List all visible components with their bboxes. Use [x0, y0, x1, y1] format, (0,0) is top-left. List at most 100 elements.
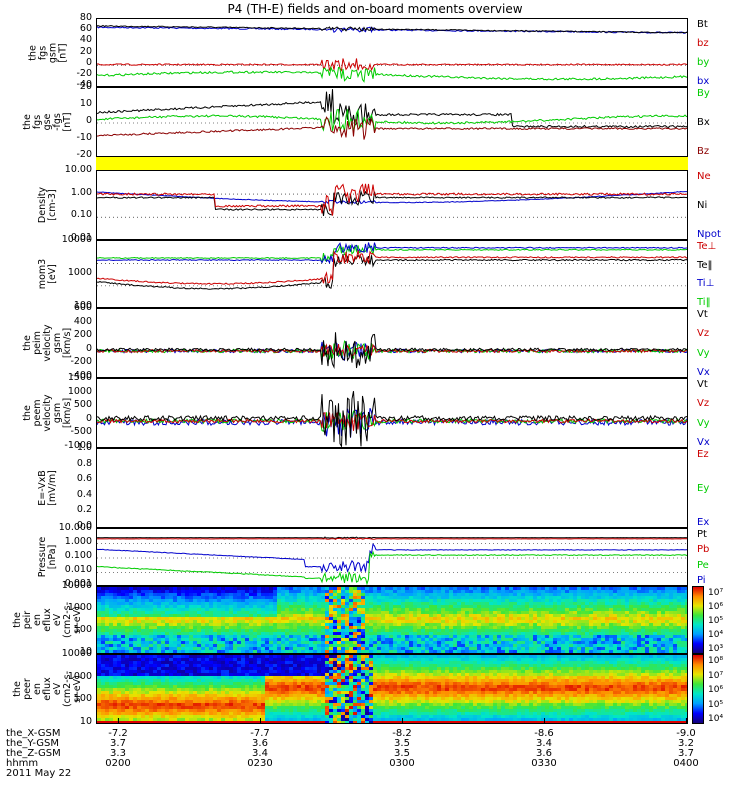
y-tick-label: 0 — [85, 115, 92, 126]
y-tick-label: 1.000 — [64, 536, 92, 547]
bx-line — [97, 89, 687, 129]
y-axis-label-ion_spec: the peir en eflux eV (cm2-s-sr-eV) — [12, 586, 83, 654]
colorbar-tick-label: 10⁷ — [708, 670, 724, 681]
y-tick-label: 1000 — [67, 670, 92, 682]
ephemeris-value-x: -9.0 — [676, 728, 696, 739]
panel-ion_spec — [96, 586, 688, 654]
colorbar-tick-label: 10⁸ — [708, 656, 724, 666]
ephemeris-value-t: 0230 — [247, 758, 273, 769]
te-par-line — [97, 253, 687, 290]
bx-line — [97, 26, 687, 34]
y-tick-label: 80 — [79, 12, 92, 23]
colorbar-tick-label: 10⁶ — [708, 602, 724, 612]
y-tick-label: 10.000 — [58, 522, 92, 533]
pi-line — [97, 543, 687, 574]
y-tick-label: 0 — [85, 412, 92, 424]
legend-peim_velocity-1: Vz — [697, 328, 710, 340]
vt-line — [97, 391, 687, 447]
y-tick-label: 10000 — [61, 234, 92, 245]
legend-fgs_gse-0: By — [697, 88, 710, 99]
ephemeris-row-label: the_X-GSM — [6, 728, 61, 739]
y-tick-label: -500 — [70, 426, 92, 438]
y-tick-label: 0.2 — [76, 504, 92, 516]
y-tick-label: 100 — [73, 624, 92, 635]
y-tick-label: 10000 — [61, 580, 92, 591]
legend-fgs_gsm-0: Bt — [697, 19, 708, 30]
y-tick-label: 0 — [85, 342, 92, 354]
ni-line — [97, 189, 687, 216]
y-tick-label: 0.10 — [70, 209, 92, 221]
y-tick-label: 10 — [79, 716, 92, 727]
ephemeris-value-x: -7.7 — [250, 728, 270, 739]
pt-line — [97, 536, 687, 539]
legend-peim_velocity-2: Vy — [697, 347, 710, 359]
legend-temperature-2: Ti⊥ — [697, 278, 715, 290]
panel-yellow_bar — [96, 157, 688, 170]
y-tick-label: 60 — [79, 23, 92, 35]
ephemeris-value-x: -8.2 — [392, 728, 412, 739]
colorbar-tick-label: 10⁷ — [708, 588, 724, 598]
panel-density — [96, 170, 688, 240]
vy-line — [97, 410, 687, 432]
ephemeris-value-z: 3.3 — [110, 748, 126, 759]
plot-area-yellow_bar — [96, 157, 688, 170]
y-axis-label-density: Density [cm-3] — [37, 170, 58, 240]
by-line — [97, 108, 687, 132]
colorbar-tick-label: 10⁴ — [708, 630, 724, 640]
panel-fgs_gse — [96, 87, 688, 157]
y-tick-label: 1.00 — [70, 186, 92, 198]
y-tick-label: 0.001 — [64, 578, 92, 589]
legend-fgs_gsm-3: bx — [697, 76, 710, 87]
ephemeris-value-z: 3.7 — [678, 748, 694, 759]
y-tick-label: -200 — [70, 356, 92, 368]
legend-density-2: Npot — [697, 229, 721, 240]
y-tick-label: 0.4 — [76, 488, 92, 500]
y-tick-label: -400 — [70, 370, 92, 381]
colorbar-tick-label: 10⁵ — [708, 699, 724, 710]
plot-area-ion_spec — [97, 587, 687, 653]
ephemeris-row-label: the_Y-GSM — [6, 738, 60, 749]
y-tick-label: -40 — [76, 79, 92, 90]
y-tick-label: 1.0 — [76, 442, 92, 453]
y-tick-label: 1500 — [67, 372, 92, 383]
legend-fgs_gsm-2: by — [697, 57, 710, 68]
y-tick-label: 0.6 — [76, 473, 92, 485]
legend-e_field-1: Ey — [697, 483, 710, 494]
legend-pressure-0: Pt — [697, 529, 707, 540]
ephemeris-value-z: 3.6 — [536, 748, 552, 759]
panel-fgs_gsm — [96, 18, 688, 87]
legend-peem_velocity-0: Vt — [697, 379, 708, 390]
ephemeris-value-y: 3.6 — [252, 738, 268, 749]
colorbar-ion_spec — [692, 586, 704, 654]
legend-temperature-0: Te⊥ — [697, 241, 717, 252]
pb-line — [97, 537, 687, 540]
x-tick-mark — [544, 718, 545, 724]
ephemeris-row-label: the_Z-GSM — [6, 748, 61, 759]
ephemeris-value-y: 3.2 — [678, 738, 694, 749]
panel-peem_velocity — [96, 378, 688, 448]
ephemeris-value-t: 0300 — [389, 758, 415, 769]
y-tick-label: 100 — [73, 300, 92, 311]
y-tick-label: 0.8 — [76, 457, 92, 469]
colorbar-ele_spec — [692, 654, 704, 724]
panel-ele_spec — [96, 654, 688, 724]
ephemeris-value-z: 3.4 — [252, 748, 268, 759]
y-tick-label: 0 — [85, 56, 92, 68]
legend-fgs_gsm-1: bz — [697, 38, 709, 49]
x-tick-mark — [402, 718, 403, 724]
ephemeris-row-label: hhmm — [6, 758, 39, 769]
bt-line — [97, 24, 687, 34]
panel-peim_velocity — [96, 308, 688, 378]
vx-line — [97, 408, 687, 438]
panel-e_field — [96, 448, 688, 528]
legend-peim_velocity-0: Vt — [697, 309, 708, 320]
legend-peem_velocity-2: Vy — [697, 417, 710, 429]
y-tick-label: 10000 — [61, 648, 92, 659]
pe-line — [97, 550, 687, 585]
y-tick-label: 400 — [73, 315, 92, 327]
bz-line — [97, 116, 687, 140]
ephemeris-value-t: 0200 — [105, 758, 131, 769]
y-tick-label: 20 — [79, 45, 92, 57]
ephemeris-value-t: 0330 — [531, 758, 557, 769]
plot-title: P4 (TH-E) fields and on-board moments ov… — [227, 2, 523, 16]
